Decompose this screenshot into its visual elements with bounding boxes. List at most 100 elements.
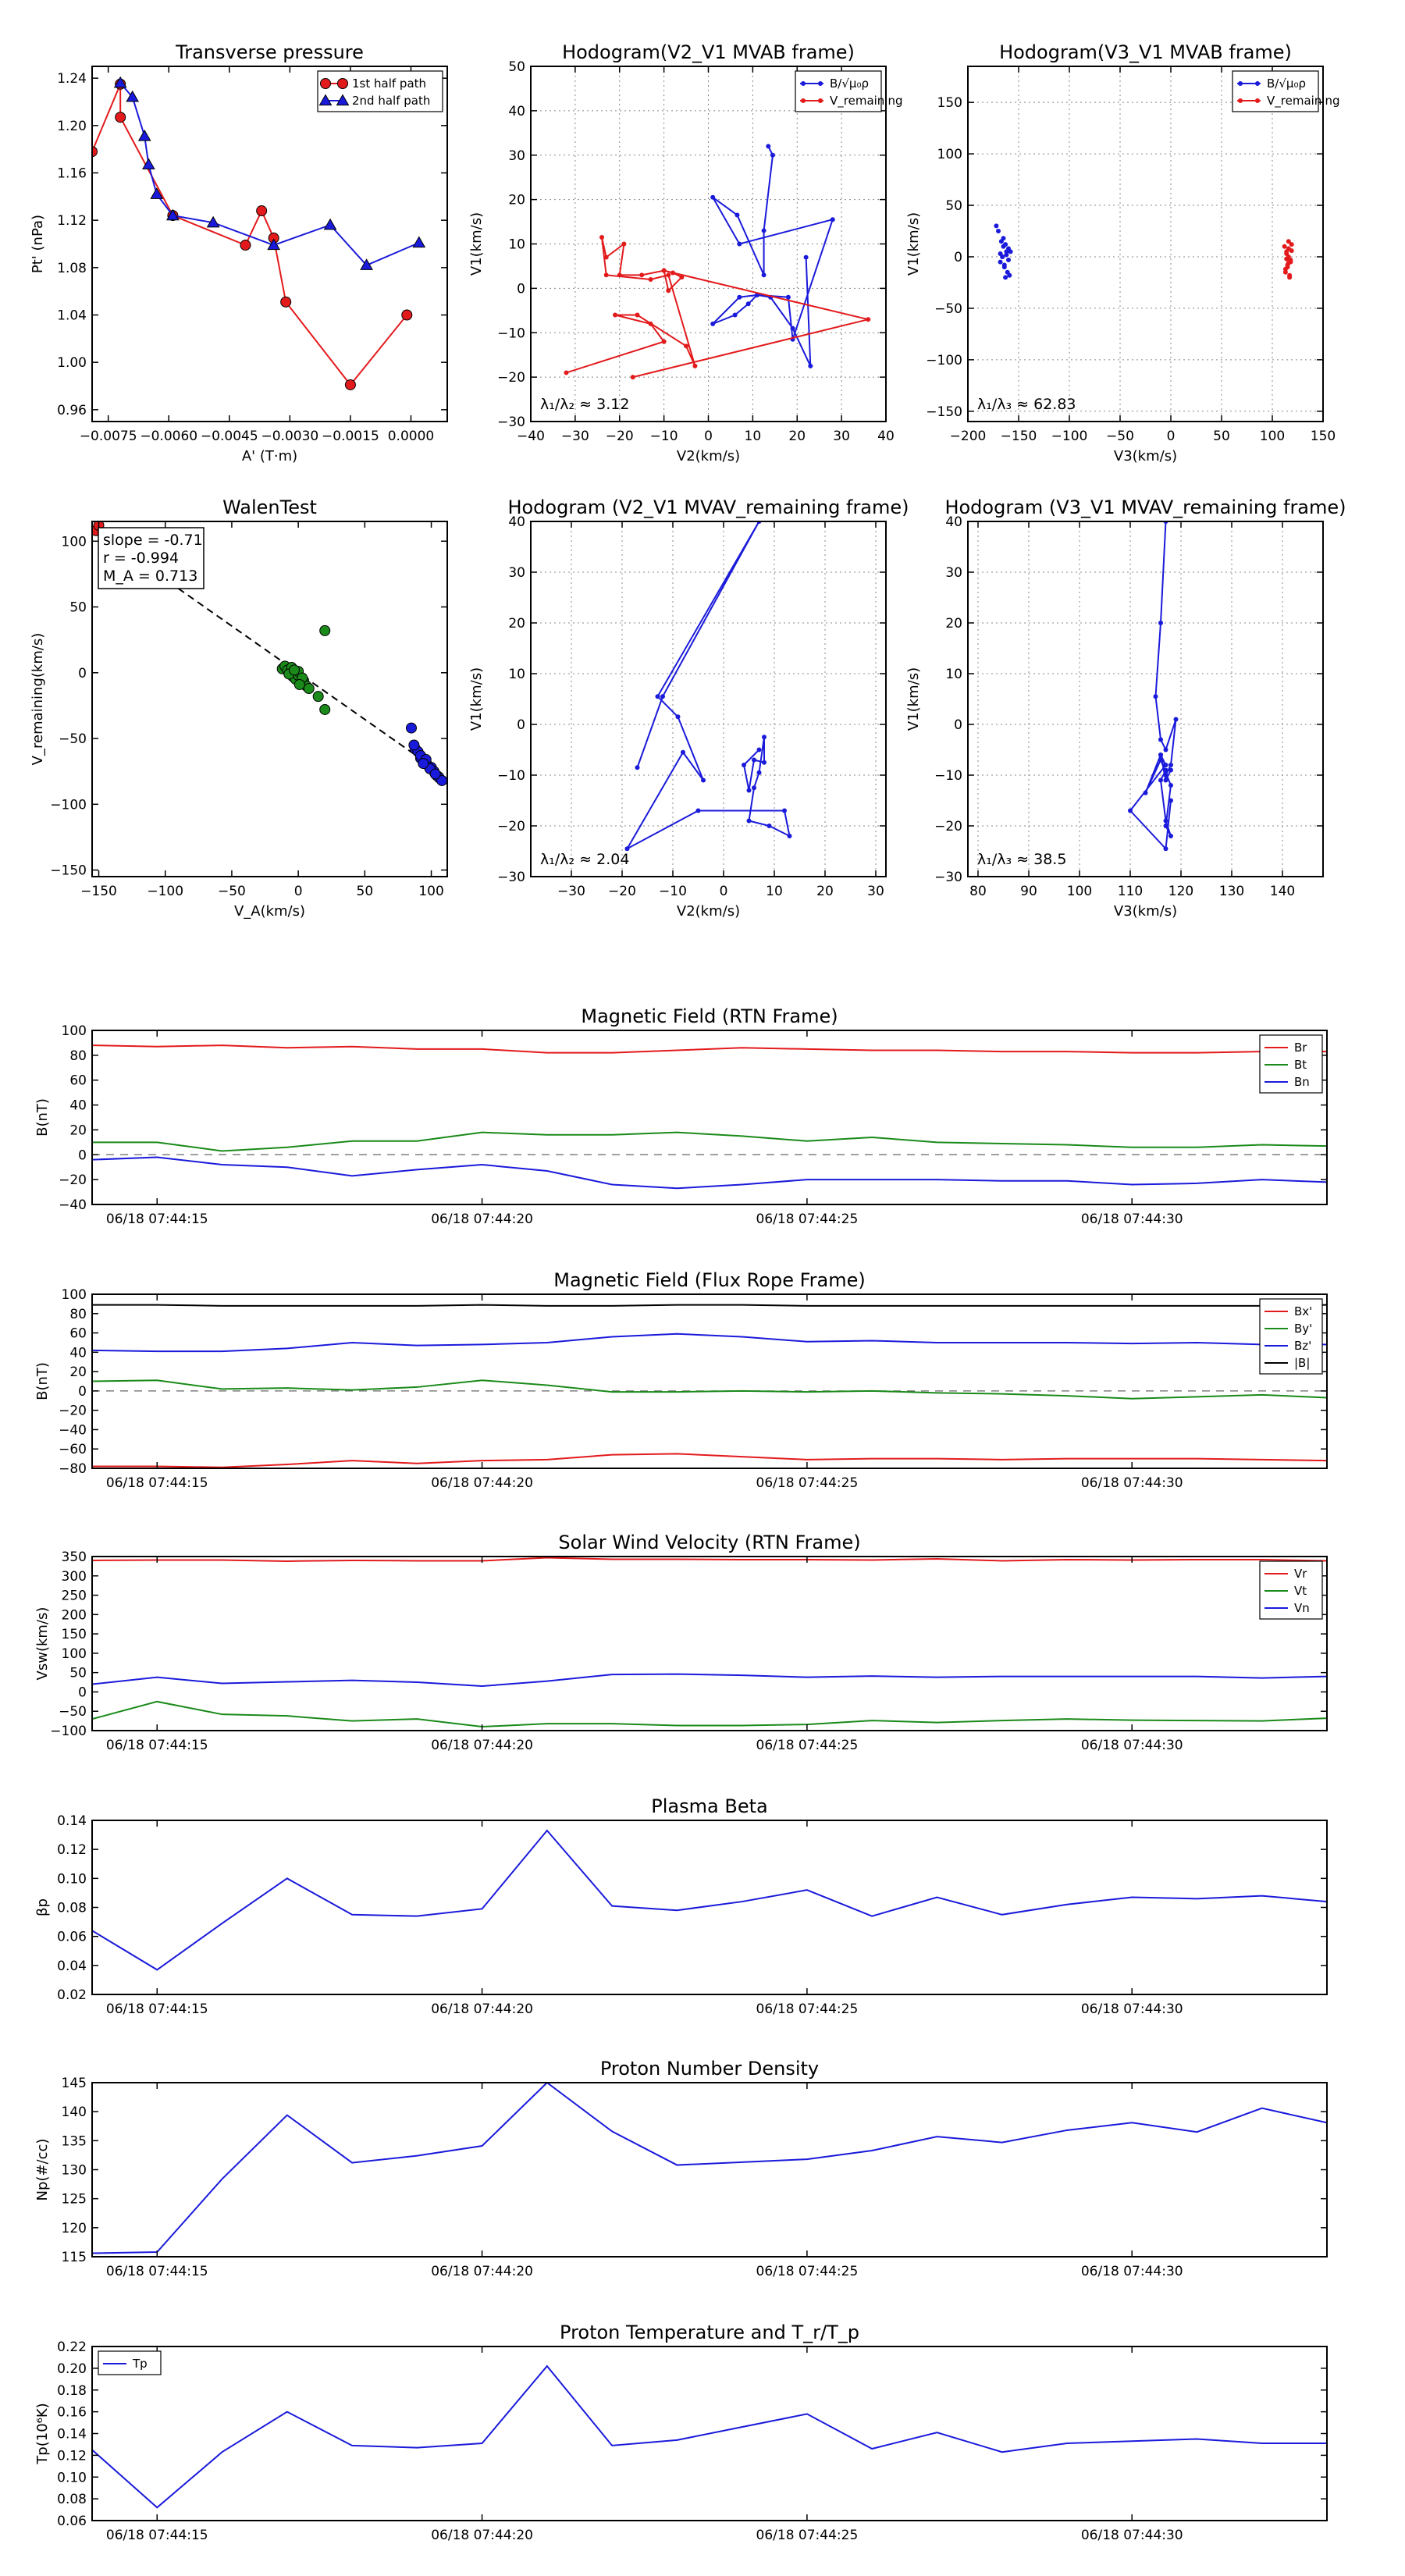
x-tick-label: −0.0030 (261, 429, 318, 444)
x-tick-label: 100 (1260, 429, 1285, 444)
y-tick-label: 20 (508, 193, 525, 208)
data-point-11 (767, 824, 772, 828)
data-point-12 (1003, 275, 1008, 280)
legend-marker (1238, 81, 1243, 86)
y-tick-label: −100 (50, 797, 87, 813)
y-tick-label: 1.08 (57, 261, 87, 276)
data-point-19 (742, 763, 746, 767)
data-point-8 (648, 277, 653, 282)
data-point-3 (613, 312, 618, 318)
x-tick-label: 130 (1219, 884, 1244, 899)
data-point-9 (603, 272, 609, 278)
data-point-18 (666, 288, 671, 294)
y-tick-label: 1.12 (57, 213, 87, 229)
chart-hodo1: −40 −30 −20 −10 0 10 20 30 40−30−20−100102030405… (468, 41, 903, 464)
data-point-1 (996, 229, 1001, 234)
data-point-11 (1163, 767, 1168, 773)
y-tick-label: 10 (508, 667, 525, 682)
eigen-ratio-annotation: λ₁/λ₃ ≈ 62.83 (977, 396, 1076, 413)
data-point-5 (701, 777, 706, 783)
x-axis-label: A' (T·m) (242, 448, 297, 464)
x-tick-label: 30 (833, 429, 850, 444)
data-point-4 (240, 240, 251, 251)
y-tick-label: −50 (59, 1704, 87, 1720)
x-tick-label: 06/18 07:44:30 (1081, 2001, 1183, 2017)
x-tick-label: 06/18 07:44:25 (756, 1738, 859, 1753)
plot-frame (967, 521, 1324, 877)
y-tick-label: 150 (62, 1627, 87, 1642)
y-tick-label: 40 (69, 1345, 87, 1361)
y-tick-label: 1.04 (57, 308, 87, 324)
data-point-1 (661, 339, 667, 344)
x-tick-label: 06/18 07:44:30 (1081, 1738, 1183, 1753)
data-point-0 (564, 370, 569, 375)
x-tick-label: 06/18 07:44:30 (1081, 2264, 1183, 2279)
data-point-18 (293, 678, 305, 690)
y-tick-label: 100 (937, 147, 962, 162)
x-tick-label: −200 (950, 429, 987, 444)
y-tick-label: 100 (62, 534, 87, 550)
data-point-5 (1173, 717, 1179, 722)
x-tick-label: 06/18 07:44:20 (431, 2001, 533, 2017)
y-tick-label: 30 (508, 148, 525, 164)
data-point-7 (624, 846, 630, 852)
series-Vt-1 (92, 1700, 1327, 1728)
y-tick-label: 350 (62, 1550, 87, 1565)
x-tick-label: 100 (418, 884, 443, 899)
y-tick-label: 0.20 (57, 2361, 87, 2377)
data-point-3 (761, 272, 767, 278)
y-tick-label: −80 (59, 1461, 87, 1477)
y-axis-label: V1(km/s) (905, 212, 922, 276)
y-tick-label: 40 (508, 514, 525, 530)
y-tick-label: −20 (497, 370, 525, 386)
y-tick-label: 0.10 (57, 2470, 87, 2485)
series-2ndhalfpath-1 (113, 76, 426, 270)
y-tick-label: 0.08 (57, 1901, 87, 1916)
data-point-0 (92, 146, 98, 158)
x-tick-label: 10 (766, 884, 783, 899)
x-tick-label: −50 (218, 884, 246, 899)
data-point-5 (684, 343, 689, 349)
y-tick-label: 1.16 (57, 166, 87, 182)
chart-title: Proton Temperature and T_r/T_p (560, 2322, 859, 2343)
data-point-13 (752, 785, 756, 791)
data-point-6 (681, 749, 685, 755)
y-tick-label: −20 (59, 1404, 87, 1419)
data-point-13 (617, 272, 622, 278)
data-point-14 (319, 624, 331, 636)
x-tick-label: 20 (816, 884, 834, 899)
series-line (92, 1557, 1327, 1562)
data-point-16 (670, 270, 675, 276)
y-tick-label: 1.00 (57, 355, 87, 371)
stats-text: r = -0.994 (103, 550, 179, 567)
y-tick-label: 1.20 (57, 119, 87, 134)
y-tick-label: 30 (508, 565, 525, 581)
legend-label: Bz' (1294, 1339, 1311, 1353)
data-point-17 (790, 326, 795, 331)
x-tick-label: 06/18 07:44:30 (1081, 2528, 1183, 2543)
y-tick-label: 0 (78, 1384, 87, 1400)
chart-title: Magnetic Field (Flux Rope Frame) (553, 1269, 865, 1291)
y-tick-label: 0.22 (57, 2339, 87, 2355)
x-tick-label: −30 (557, 884, 585, 899)
x-tick-label: −40 (517, 429, 545, 444)
series-Vr-0 (92, 1557, 1327, 1562)
x-tick-label: −50 (1106, 429, 1134, 444)
data-point-11 (745, 301, 751, 307)
series-line (92, 1673, 1327, 1688)
data-point-18 (1143, 790, 1148, 795)
x-tick-label: 30 (867, 884, 884, 899)
data-point-22 (1163, 846, 1168, 852)
data-point-14 (639, 272, 645, 278)
y-tick-label: −40 (59, 1197, 87, 1213)
data-point-8 (344, 379, 356, 390)
data-point-21 (630, 375, 635, 380)
data-point-10 (599, 234, 604, 240)
y-tick-label: −60 (59, 1442, 87, 1457)
y-axis-label: V_remaining(km/s) (30, 633, 46, 766)
y-tick-label: 0.06 (57, 1930, 87, 1945)
series-beta-0 (92, 1829, 1327, 1971)
y-axis-label: B(nT) (34, 1098, 51, 1137)
data-point-13 (710, 321, 716, 326)
legend: Br Bt Bn (1259, 1034, 1323, 1094)
